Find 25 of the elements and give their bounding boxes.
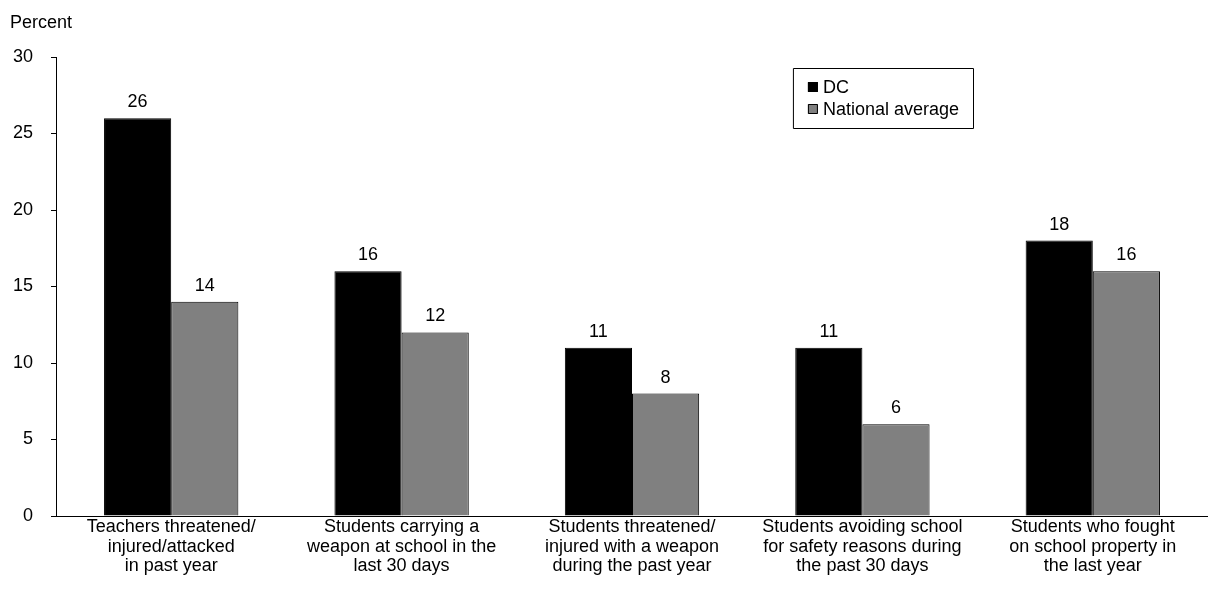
y-tick-label: 15 <box>12 275 33 296</box>
x-tick-label: Students who fought on school property in the last year <box>1009 515 1177 576</box>
data-label: 14 <box>194 274 215 295</box>
data-label: 8 <box>660 366 671 387</box>
x-tick-label: Students avoiding school for safety reasons during the past 30 days <box>762 515 963 576</box>
data-label: 16 <box>358 244 379 265</box>
data-label: 16 <box>1116 244 1137 265</box>
y-tick-label: 30 <box>12 45 33 66</box>
y-tick-label: 0 <box>22 504 33 525</box>
y-tick-label: 20 <box>12 198 33 219</box>
x-tick-label: Students carrying a weapon at school in the last 30 days <box>306 515 497 576</box>
y-tick-label: 25 <box>12 122 33 143</box>
y-tick-label: 10 <box>12 351 33 372</box>
legend-label: DC <box>822 76 849 97</box>
data-label: 12 <box>425 305 446 326</box>
y-axis-title: Percent <box>10 12 73 32</box>
y-tick-label: 5 <box>22 428 33 449</box>
data-label: 11 <box>819 320 839 341</box>
legend-label: National average <box>822 98 959 119</box>
data-label: 26 <box>127 91 148 112</box>
data-label: 11 <box>589 320 608 341</box>
x-tick-label: Teachers threatened/ injured/attacked in past year <box>86 515 256 576</box>
data-label: 6 <box>890 397 901 418</box>
data-label: 18 <box>1049 213 1070 234</box>
x-tick-label: Students threatened/ injured with a weapon during the past year <box>544 515 720 576</box>
